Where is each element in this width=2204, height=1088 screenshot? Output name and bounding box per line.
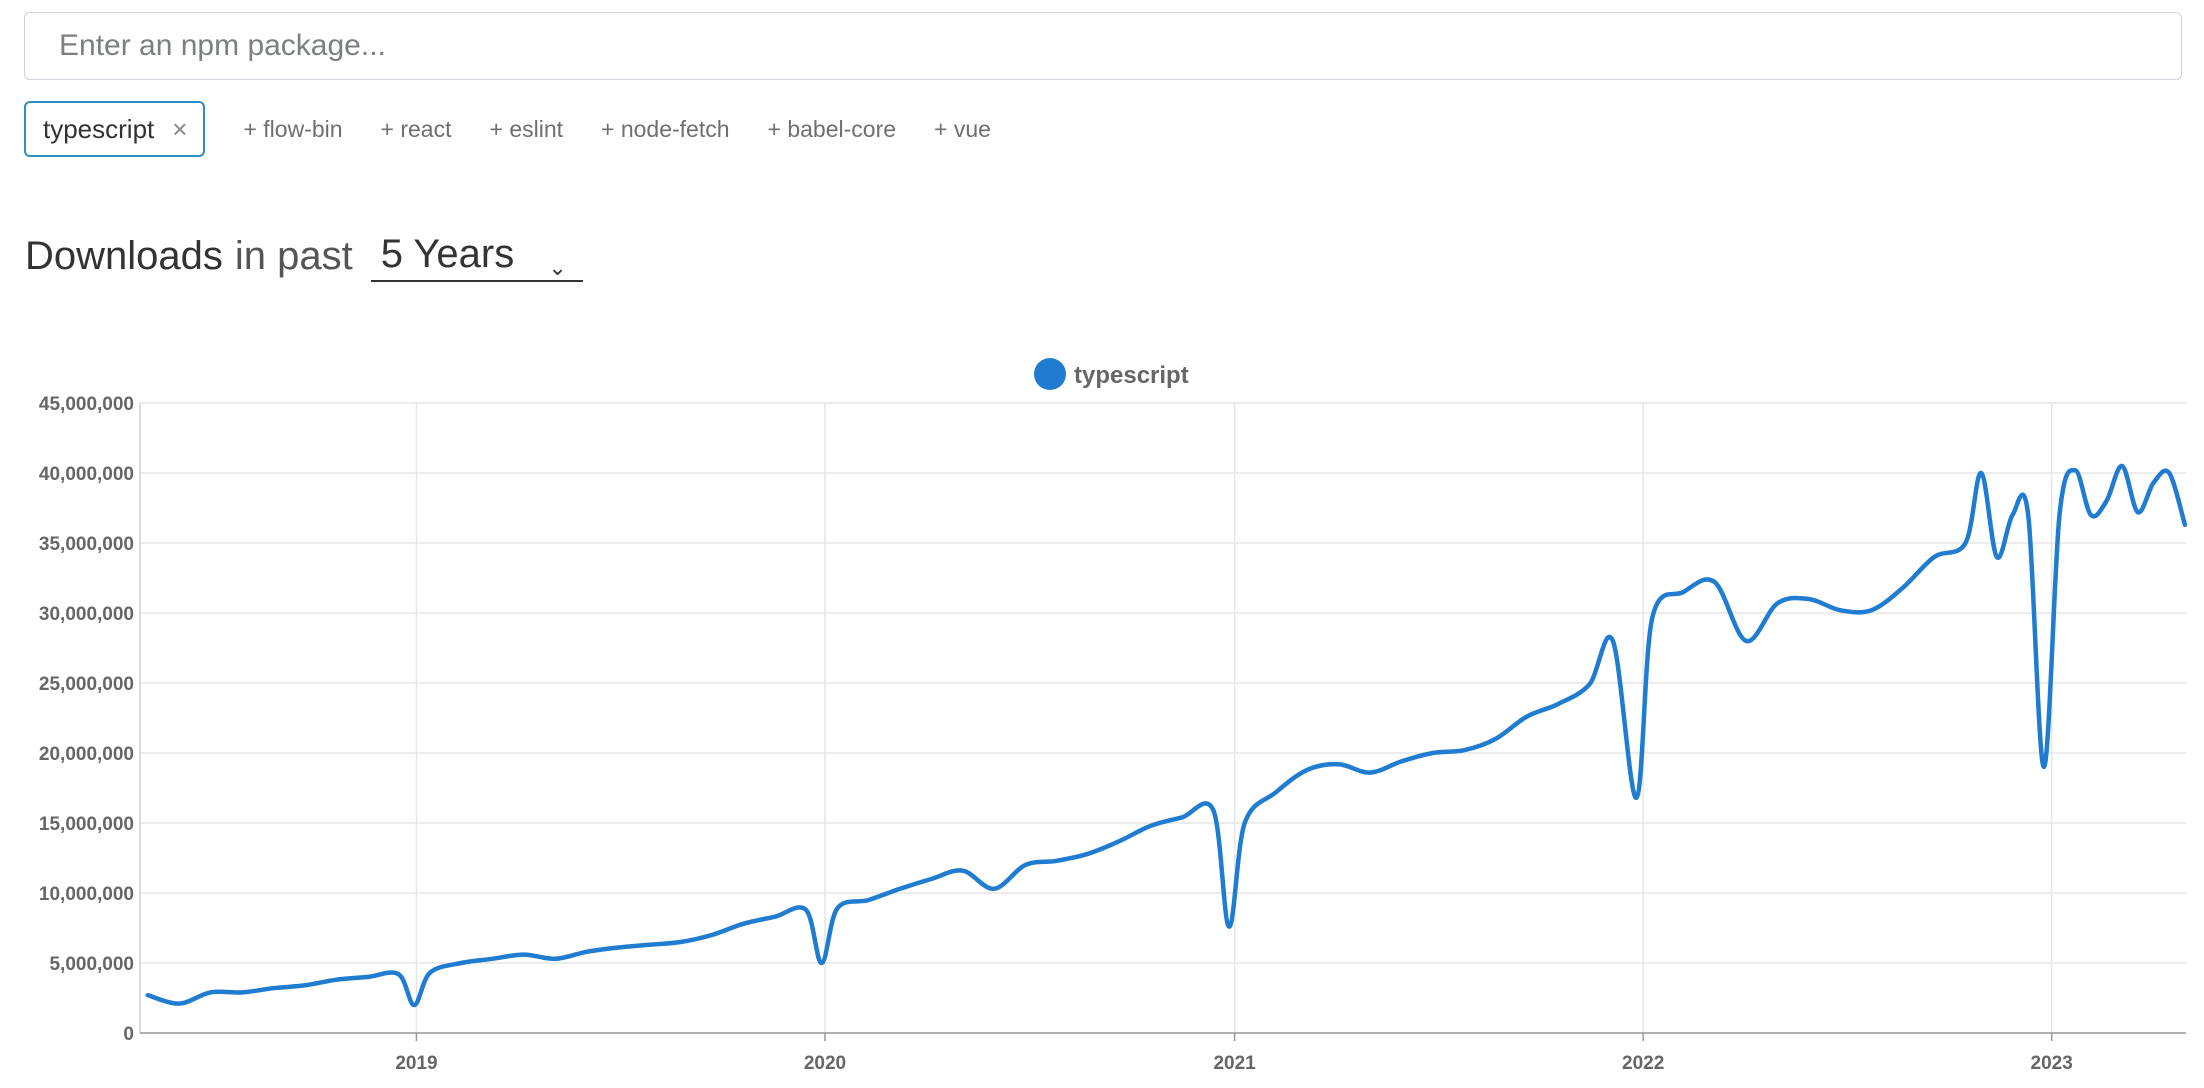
downloads-heading: Downloads in past 5 Years ⌄ — [25, 228, 583, 282]
y-tick-label: 40,000,000 — [39, 464, 134, 485]
y-tick-label: 5,000,000 — [49, 954, 134, 975]
chart-axes: 0 5,000,000 10,000,000 15,000,000 20,000,000… — [39, 394, 2186, 1074]
y-tick-label: 20,000,000 — [39, 744, 134, 765]
selected-package-chip[interactable]: typescript × — [24, 101, 206, 157]
chart-grid — [140, 402, 2186, 1034]
chevron-down-icon: ⌄ — [548, 255, 567, 280]
y-tick-label: 45,000,000 — [39, 394, 134, 415]
x-tick-label: 2021 — [1213, 1053, 1256, 1074]
package-search-input[interactable] — [25, 13, 2181, 79]
period-select-value: 5 Years — [380, 232, 515, 276]
chart-legend: typescript — [1034, 358, 1189, 390]
series-line-typescript — [145, 463, 2188, 1008]
downloads-chart: 0 5,000,000 10,000,000 15,000,000 20,000,000… — [39, 358, 2188, 1074]
y-tick-label: 35,000,000 — [39, 534, 134, 555]
suggestion-vue[interactable]: + vue — [934, 115, 991, 142]
y-tick-label: 10,000,000 — [39, 884, 134, 905]
downloads-subtitle: in past — [234, 234, 353, 278]
suggestion-eslint[interactable]: + eslint — [489, 115, 564, 142]
legend-label-typescript: typescript — [1074, 362, 1189, 389]
x-tick-label: 2019 — [395, 1053, 437, 1074]
x-tick-label: 2023 — [2031, 1053, 2073, 1074]
y-tick-label: 15,000,000 — [39, 814, 134, 835]
package-search-box[interactable] — [24, 12, 2182, 80]
y-tick-label: 25,000,000 — [39, 674, 134, 695]
x-tick-label: 2020 — [804, 1053, 846, 1074]
remove-package-icon[interactable]: × — [172, 113, 188, 144]
package-chips: typescript × + flow-bin + react + eslint… — [24, 100, 1029, 158]
period-select[interactable]: 5 Years ⌄ — [370, 228, 583, 282]
chart-series-layer — [145, 463, 2188, 1008]
downloads-title: Downloads — [25, 234, 223, 278]
selected-package-label: typescript — [43, 113, 155, 144]
suggestion-react[interactable]: + react — [380, 115, 452, 142]
x-tick-label: 2022 — [1622, 1053, 1664, 1074]
suggestion-babel-core[interactable]: + babel-core — [767, 115, 897, 142]
suggestion-node-fetch[interactable]: + node-fetch — [601, 115, 730, 142]
y-tick-label: 30,000,000 — [39, 604, 134, 625]
suggestion-flow-bin[interactable]: + flow-bin — [243, 115, 343, 142]
y-tick-label: 0 — [123, 1024, 134, 1045]
legend-swatch-typescript — [1034, 358, 1066, 390]
